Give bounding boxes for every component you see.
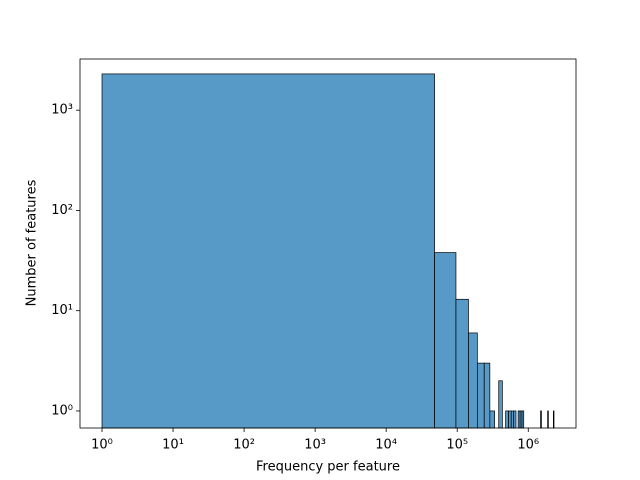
y-tick-label: 10¹: [51, 303, 73, 318]
bar: [521, 410, 525, 429]
bar: [510, 410, 515, 429]
bar: [476, 362, 485, 429]
x-tick-label: 10⁶: [517, 438, 539, 453]
bar: [547, 410, 549, 429]
bar: [513, 410, 517, 429]
plot-frame: [79, 58, 577, 429]
bar: [483, 362, 491, 429]
x-tick-label: 10²: [233, 438, 255, 453]
bar: [455, 298, 469, 429]
bar: [508, 410, 512, 429]
bar: [468, 332, 478, 429]
bar: [101, 73, 435, 429]
bar: [540, 410, 542, 429]
y-axis-label: Number of features: [25, 179, 40, 306]
bar: [505, 410, 509, 429]
x-tick-label: 10⁵: [446, 438, 468, 453]
y-tick-label: 10²: [51, 203, 73, 218]
x-tick-label: 10¹: [162, 438, 184, 453]
x-tick-label: 10⁴: [375, 438, 397, 453]
y-tick-label: 10³: [51, 103, 73, 118]
bar: [434, 252, 457, 429]
x-axis-label: Frequency per feature: [256, 460, 400, 475]
bar: [489, 410, 495, 429]
x-tick-label: 10³: [304, 438, 326, 453]
x-tick-label: 10⁰: [91, 438, 113, 453]
bar: [498, 380, 503, 429]
y-tick-label: 10⁰: [51, 403, 73, 418]
bar: [553, 410, 555, 429]
